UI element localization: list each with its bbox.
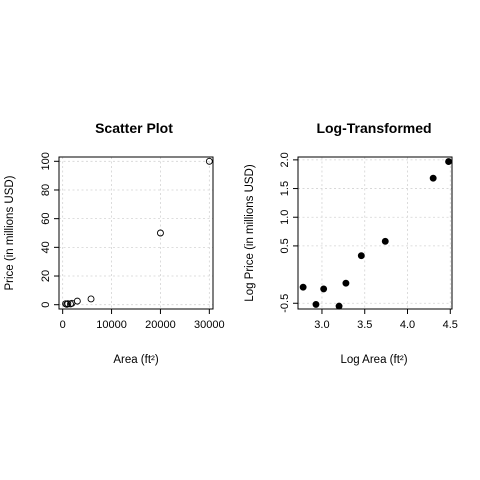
y-axis-label: Price (in millions USD) [4,175,16,290]
data-point [312,300,320,308]
y-tick-label: 0 [40,302,52,308]
x-tick-label: 3.5 [357,319,372,331]
y-tick-label: 0.5 [279,238,291,253]
data-point [205,157,213,165]
x-axis-label: Log Area (ft²) [340,354,407,366]
x-tick-label: 3.0 [314,319,329,331]
data-point [87,295,95,303]
data-point [342,279,350,287]
y-tick-label: 1.0 [279,210,291,225]
x-tick-label: 20000 [145,319,176,331]
y-tick-label: 20 [40,270,52,282]
data-point [381,237,389,245]
x-axis-label: Area (ft²) [113,354,159,366]
data-point [429,174,437,182]
y-tick-label: 40 [40,241,52,253]
data-point [64,300,72,308]
data-point [357,252,365,260]
y-tick-label: 100 [40,152,52,170]
x-tick-label: 4.5 [443,319,458,331]
scatter-plot-panel: Scatter Plot 0 10000 20000 30000 0 20 40 60 80 1… [4,120,225,366]
data-point [63,300,71,308]
x-tick-label: 30000 [194,319,225,331]
log-transformed-panel: Log-Transformed 3.0 3.5 4.0 4.5 -0.5 0.5 1.0 1… [244,120,458,366]
data-point [335,302,343,310]
x-tick-label: 10000 [96,319,127,331]
data-point [445,158,453,166]
plot-frame [297,156,453,310]
data-point [156,229,164,237]
data-point [299,283,307,291]
x-tick-label: 0 [60,319,66,331]
panel-title: Log-Transformed [316,120,431,136]
plot-frame [58,156,214,310]
y-tick-label: 60 [40,213,52,225]
x-tick-label: 4.0 [400,319,415,331]
y-tick-label: 1.5 [279,181,291,196]
y-tick-label: -0.5 [279,294,291,313]
y-tick-label: 2.0 [279,152,291,167]
panel-title: Scatter Plot [95,120,173,136]
data-point [320,285,328,293]
y-tick-label: 80 [40,184,52,196]
y-axis-label: Log Price (in millions USD) [244,164,256,302]
data-point [73,297,81,305]
